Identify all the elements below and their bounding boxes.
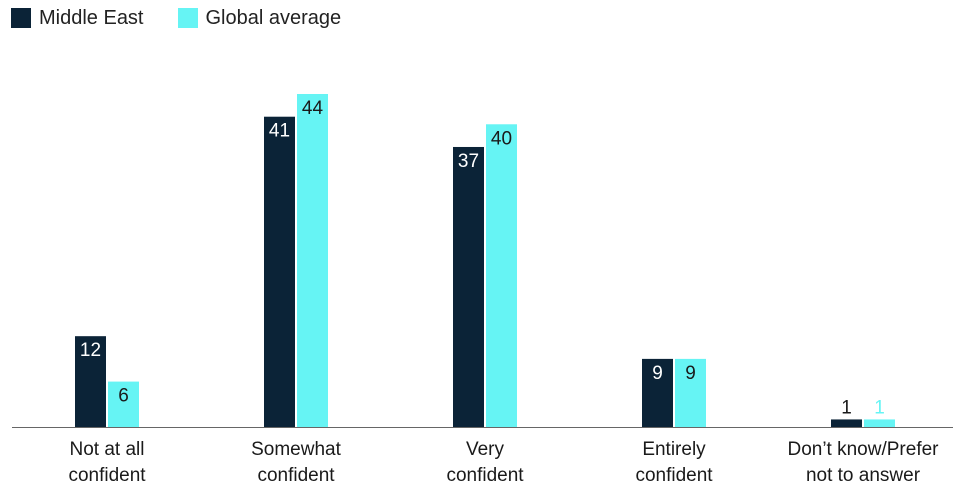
x-tick-label-2-0: Very — [466, 439, 505, 460]
legend: Middle East Global average — [11, 6, 375, 30]
bar-2-0 — [453, 146, 484, 427]
x-tick-label-1-0: Somewhat — [251, 439, 341, 460]
legend-label-middle-east: Middle East — [39, 6, 144, 29]
legend-swatch-global-average — [177, 8, 198, 28]
x-tick-label-2-1: confident — [446, 465, 524, 486]
bar-0-1 — [108, 381, 139, 427]
data-label-0-1: 6 — [118, 386, 129, 407]
x-tick-label-1-1: confident — [257, 465, 335, 486]
bar-1-0 — [264, 116, 295, 428]
x-tick-label-4-1: not to answer — [806, 465, 921, 486]
bar-1-1 — [297, 94, 328, 427]
bar-4-1 — [864, 419, 895, 427]
data-label-2-0: 37 — [458, 151, 479, 172]
bar-0-0 — [75, 336, 106, 427]
data-label-4-0: 1 — [841, 397, 852, 418]
data-label-3-1: 9 — [685, 363, 696, 384]
bar-3-1 — [675, 358, 706, 427]
x-tick-label-4-0: Don’t know/Prefer — [787, 439, 939, 460]
data-label-1-1: 44 — [302, 98, 324, 119]
legend-item-middle-east: Middle East — [11, 7, 144, 30]
data-label-4-1: 1 — [874, 397, 885, 418]
legend-label-global-average: Global average — [205, 6, 342, 29]
x-tick-label-0-1: confident — [68, 465, 146, 486]
bar-2-1 — [486, 124, 517, 427]
legend-item-global-average: Global average — [177, 6, 342, 30]
x-tick-label-0-0: Not at all — [70, 439, 145, 460]
data-label-3-0: 9 — [652, 363, 663, 384]
bar-4-0 — [831, 419, 862, 427]
data-label-2-1: 40 — [491, 128, 512, 149]
legend-swatch-middle-east — [11, 8, 31, 28]
x-tick-label-3-0: Entirely — [642, 439, 706, 460]
data-label-0-0: 12 — [80, 340, 101, 361]
x-tick-label-3-1: confident — [635, 465, 713, 486]
bar-3-0 — [642, 358, 673, 427]
data-label-1-0: 41 — [269, 121, 290, 142]
